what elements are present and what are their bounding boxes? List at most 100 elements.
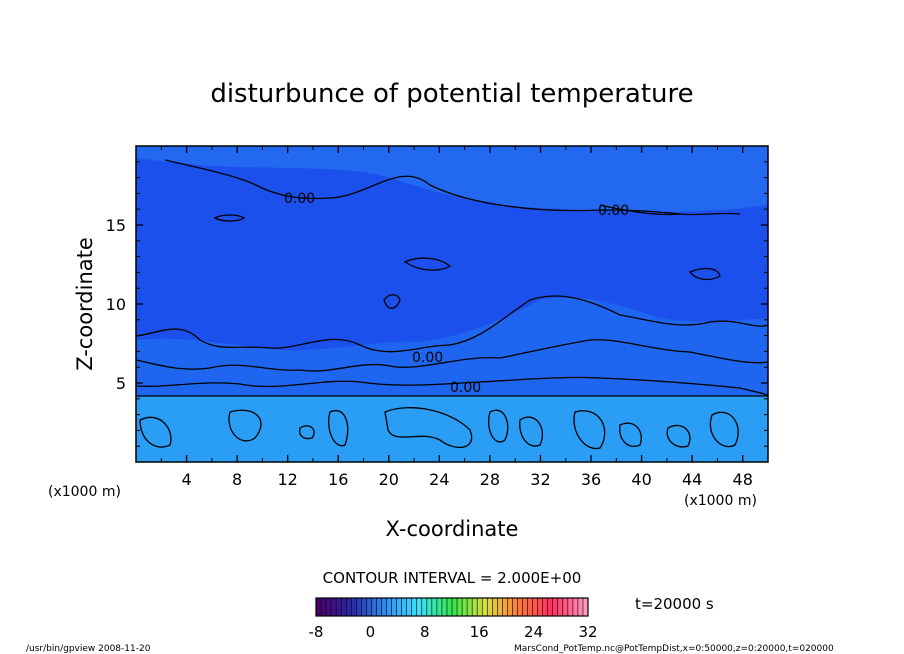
contour-line-mid-1 xyxy=(136,295,768,353)
colorbar-frame xyxy=(315,597,589,617)
field-top-band xyxy=(136,146,768,212)
time-label: t=20000 s xyxy=(635,595,714,613)
x-tick-label: 8 xyxy=(232,470,242,489)
contour-label: 0.00 xyxy=(598,203,629,219)
x-tick-label: 44 xyxy=(682,470,702,489)
colorbar-cell xyxy=(512,598,518,616)
colorbar-cell xyxy=(467,598,473,616)
colorbar-cell xyxy=(472,598,478,616)
colorbar-cell xyxy=(386,598,392,616)
contour-label: 0.00 xyxy=(284,191,315,207)
contour-closed-small xyxy=(298,425,315,440)
colorbar-cell xyxy=(361,598,367,616)
contour-closed-small xyxy=(228,409,262,442)
contour-closed-small xyxy=(213,214,246,222)
contour-closed-small xyxy=(688,267,721,281)
colorbar-cell xyxy=(532,598,538,616)
colorbar-cell xyxy=(482,598,488,616)
contour-line-mid-2 xyxy=(136,339,768,372)
colorbar-cell xyxy=(416,598,423,616)
colorbar-ticks: -8 0 8 16 24 32 xyxy=(309,623,598,641)
y-tick-label: 10 xyxy=(106,295,126,314)
contour-line-top xyxy=(164,159,681,215)
contour-closed-small xyxy=(519,416,544,447)
contour-label: 0.00 xyxy=(412,350,443,366)
contour-closed-small xyxy=(709,411,739,448)
colorbar-cell xyxy=(441,598,448,616)
colorbar-cell xyxy=(517,598,523,616)
colorbar-cell xyxy=(492,598,498,616)
colorbar-cell xyxy=(326,598,332,616)
x-tick-label: 16 xyxy=(328,470,348,489)
colorbar-cell xyxy=(316,598,322,616)
colorbar-cell xyxy=(557,598,564,616)
contour-closed-small xyxy=(573,410,606,450)
colorbar-cell xyxy=(376,598,382,616)
colorbar-cell xyxy=(381,598,387,616)
colorbar-cell xyxy=(462,598,468,616)
colorbar-cell xyxy=(507,598,513,616)
colorbar-cell xyxy=(572,598,579,616)
colorbar-cell xyxy=(547,598,554,616)
contour-closed-small xyxy=(403,257,452,271)
colorbar-cell xyxy=(341,598,347,616)
colorbar-cell xyxy=(396,598,402,616)
contour-lines xyxy=(136,159,768,450)
colorbar-tick-label: 8 xyxy=(420,623,430,641)
contour-line-top-right xyxy=(599,204,741,216)
y-axis: 5 10 15 xyxy=(106,161,768,447)
colorbar-cell xyxy=(346,598,352,616)
field-lower-region xyxy=(136,396,768,462)
x-tick-label: 4 xyxy=(181,470,191,489)
contour-label: 0.00 xyxy=(450,380,481,396)
colorbar-cell xyxy=(452,598,458,616)
y-tick-label: 15 xyxy=(106,216,126,235)
colorbar-cell xyxy=(331,598,337,616)
colorbar-cell xyxy=(431,598,438,616)
x-unit-label-left: (x1000 m) xyxy=(48,484,121,500)
contour-closed-small xyxy=(666,424,691,448)
colorbar-cell xyxy=(356,598,362,616)
field-middle-band xyxy=(136,297,768,398)
contour-closed-small xyxy=(384,407,473,449)
colorbar-cell xyxy=(457,598,463,616)
colorbar-cell xyxy=(321,598,327,616)
colorbar-cell xyxy=(426,598,433,616)
colorbar-cell xyxy=(406,598,413,616)
colorbar-tick-label: 32 xyxy=(578,623,597,641)
colorbar-cell xyxy=(582,598,589,616)
x-tick-label: 28 xyxy=(480,470,500,489)
colorbar-cell xyxy=(477,598,483,616)
colorbar-cell xyxy=(487,598,493,616)
colorbar-tick-label: 16 xyxy=(470,623,489,641)
x-unit-label-right: (x1000 m) xyxy=(684,493,757,509)
y-axis-label: Z-coordinate xyxy=(73,237,97,371)
x-tick-label: 12 xyxy=(278,470,298,489)
colorbar-cell xyxy=(542,598,549,616)
plot-area: 0.00 0.00 0.00 0.00 xyxy=(136,146,768,462)
x-tick-label: 36 xyxy=(581,470,601,489)
colorbar-cell xyxy=(371,598,377,616)
colorbar-cell xyxy=(411,598,418,616)
y-tick-label: 5 xyxy=(116,374,126,393)
x-tick-label: 40 xyxy=(631,470,651,489)
x-axis: 4 8 12 16 20 24 28 32 36 40 44 48 xyxy=(160,146,753,489)
colorbar-tick-label: 0 xyxy=(366,623,376,641)
colorbar-cell xyxy=(436,598,443,616)
colorbar-cell xyxy=(421,598,428,616)
colorbar-cell xyxy=(446,598,453,616)
colorbar-cell xyxy=(537,598,543,616)
x-tick-label: 32 xyxy=(530,470,550,489)
chart-title: disturbunce of potential temperature xyxy=(210,79,693,109)
footer-left: /usr/bin/gpview 2008-11-20 xyxy=(26,644,151,654)
colorbar-cell xyxy=(351,598,357,616)
x-tick-label: 24 xyxy=(429,470,449,489)
contour-interval-label: CONTOUR INTERVAL = 2.000E+00 xyxy=(323,569,582,587)
x-axis-label: X-coordinate xyxy=(386,517,519,541)
colorbar-cell xyxy=(527,598,533,616)
contour-closed-small xyxy=(383,294,401,309)
footer-right: MarsCond_PotTemp.nc@PotTempDist,x=0:5000… xyxy=(514,644,834,654)
colorbar-cell xyxy=(391,598,397,616)
contour-closed-small xyxy=(488,409,509,443)
